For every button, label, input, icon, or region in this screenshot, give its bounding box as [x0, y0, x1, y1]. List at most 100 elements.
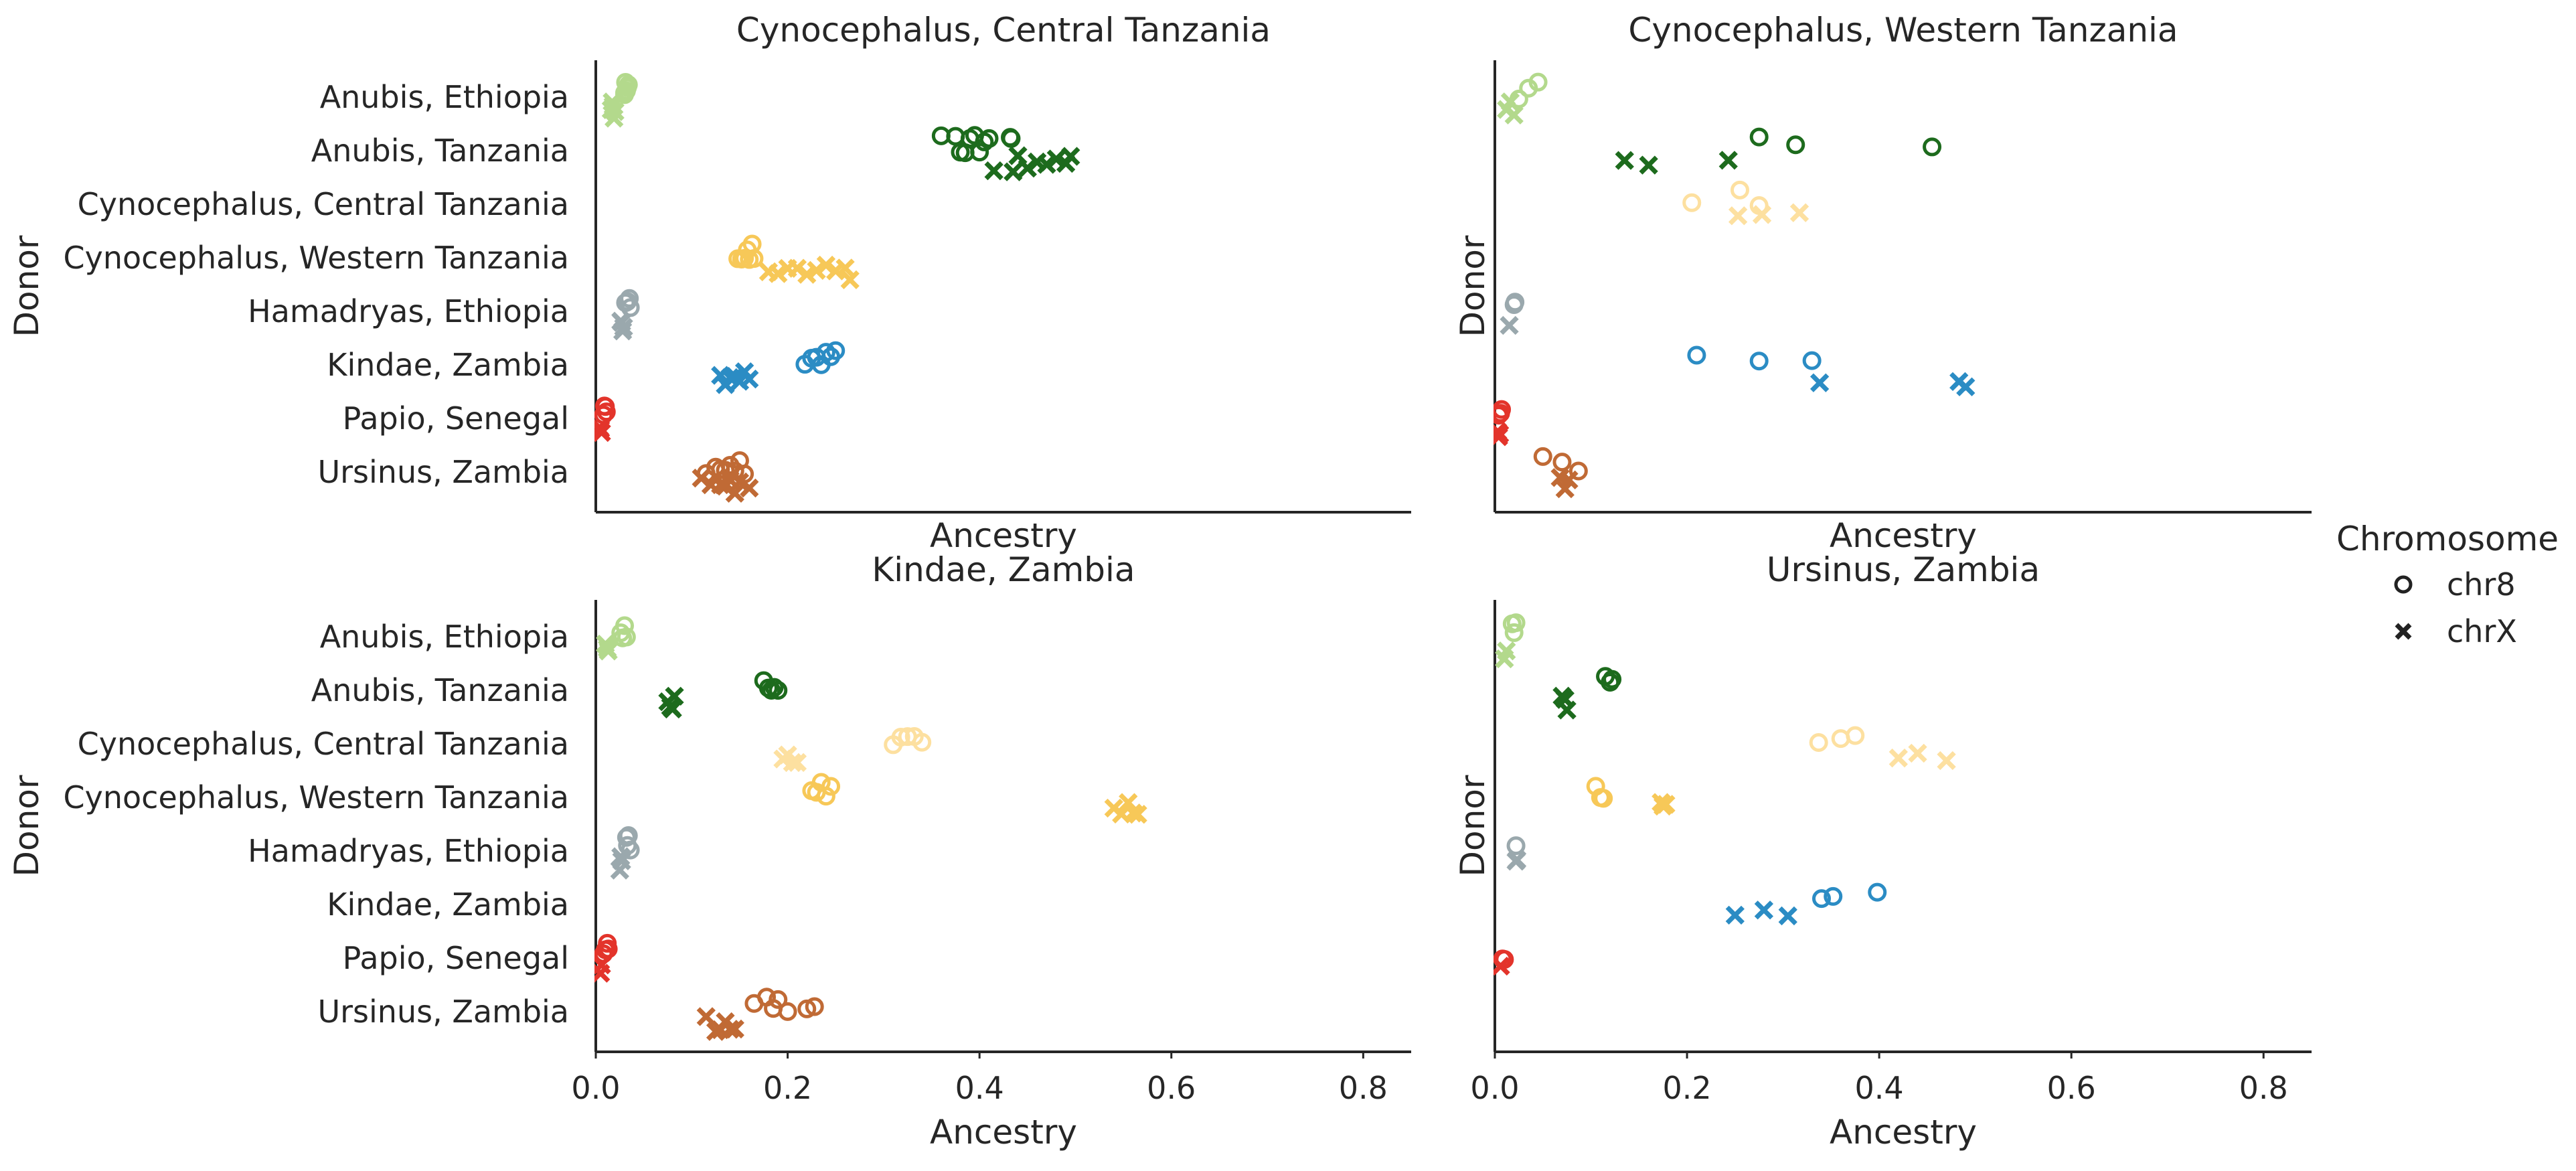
point-ursinus-zambia-chr8	[805, 997, 824, 1016]
point-cynocephalus-central-tanzania-chrx	[787, 753, 807, 772]
y-tick-label-ursinus-zambia: Ursinus, Zambia	[317, 454, 569, 490]
panel-ursinus-zambia: Ursinus, Zambia Donor 0.0 0.2 0.4 0.6 0.8 Ances…	[1453, 550, 2312, 1152]
point-papio-senegal-chrx	[1494, 956, 1510, 976]
point-cynocephalus-western-tanzania-chr8	[1594, 789, 1613, 808]
x-tick-label: 0.2	[763, 1070, 812, 1106]
y-tick-label-anubis-ethiopia: Anubis, Ethiopia	[320, 79, 569, 115]
y-tick-label-ursinus-zambia: Ursinus, Zambia	[317, 994, 569, 1030]
points-layer	[594, 616, 1147, 1041]
x-tick-label: 0.0	[571, 1070, 620, 1106]
legend-title: Chromosome	[2336, 520, 2559, 558]
point-anubis-tanzania-chrx	[1018, 159, 1037, 178]
point-anubis-tanzania-chr8	[1001, 128, 1020, 147]
x-tick-label: 0.8	[2239, 1070, 2288, 1106]
point-ursinus-zambia-chrx	[730, 472, 750, 491]
point-ursinus-zambia-chrx	[740, 478, 759, 498]
point-hamadryas-ethiopia-chr8	[621, 840, 640, 860]
point-cynocephalus-central-tanzania-chrx	[1789, 203, 1809, 222]
point-anubis-tanzania-chr8	[1786, 135, 1805, 155]
point-kindae-zambia-chrx	[1725, 905, 1745, 925]
x-tick-label: 0.4	[955, 1070, 1004, 1106]
point-kindae-zambia-chrx	[1778, 906, 1797, 926]
y-tick-label-anubis-ethiopia: Anubis, Ethiopia	[320, 619, 569, 655]
panel-title: Cynocephalus, Central Tanzania	[736, 11, 1271, 50]
point-kindae-zambia-chr8	[1687, 345, 1706, 365]
point-anubis-tanzania-chrx	[1061, 147, 1080, 166]
x-tick-label: 0.6	[1147, 1070, 1196, 1106]
y-axis-title: Donor	[1453, 775, 1492, 876]
point-hamadryas-ethiopia-chrx	[614, 317, 633, 337]
point-anubis-ethiopia-chr8	[1506, 613, 1526, 633]
point-anubis-tanzania-chrx	[984, 161, 1003, 181]
point-kindae-zambia-chr8	[1749, 352, 1769, 371]
point-anubis-tanzania-chr8	[762, 681, 781, 700]
panel-cynocephalus-western-tanzania: Cynocephalus, Western Tanzania Donor Ances…	[1453, 11, 2312, 555]
point-anubis-tanzania-chr8	[1603, 670, 1622, 689]
point-kindae-zambia-chr8	[1812, 889, 1831, 909]
point-ursinus-zambia-chr8	[778, 1002, 797, 1021]
panel-kindae-zambia: Kindae, Zambia Anubis, Ethiopia Anubis, Ta…	[7, 550, 1411, 1152]
point-cynocephalus-western-tanzania-chr8	[821, 777, 841, 796]
y-tick-label-kindae-zambia: Kindae, Zambia	[327, 347, 569, 383]
point-ursinus-zambia-chrx	[725, 483, 744, 503]
point-cynocephalus-central-tanzania-chrx	[1908, 743, 1927, 763]
point-cynocephalus-western-tanzania-chr8	[816, 787, 835, 806]
y-tick-label-hamadryas-ethiopia: Hamadryas, Ethiopia	[248, 833, 569, 869]
point-anubis-ethiopia-chr8	[615, 83, 634, 102]
x-tick-label: 0.8	[1339, 1070, 1388, 1106]
point-papio-senegal-chrx	[594, 955, 611, 975]
panel-title: Kindae, Zambia	[872, 550, 1135, 589]
point-papio-senegal-chrx	[594, 422, 611, 443]
panel-title: Cynocephalus, Western Tanzania	[1628, 11, 2178, 50]
point-anubis-tanzania-chrx	[1003, 162, 1023, 181]
point-ursinus-zambia-chrx	[696, 1007, 716, 1026]
y-axis-title: Donor	[7, 775, 46, 876]
point-cynocephalus-central-tanzania-chrx	[783, 753, 802, 773]
point-kindae-zambia-chr8	[816, 343, 835, 362]
point-hamadryas-ethiopia-chrx	[1500, 315, 1519, 335]
point-papio-senegal-chrx	[1494, 424, 1510, 444]
y-tick-label-papio-senegal: Papio, Senegal	[343, 400, 569, 437]
point-ursinus-zambia-chrx	[725, 1019, 744, 1039]
legend-label-chr8: chr8	[2447, 566, 2516, 603]
point-anubis-ethiopia-chrx	[1504, 105, 1524, 125]
points-layer	[594, 72, 1080, 503]
x-axis-title: Ancestry	[1830, 516, 1977, 555]
point-cynocephalus-central-tanzania-chr8	[1809, 732, 1828, 752]
legend: Chromosome chr8 chrX	[2336, 520, 2559, 649]
point-anubis-tanzania-chr8	[769, 681, 788, 700]
point-cynocephalus-central-tanzania-chrx	[1937, 751, 1956, 771]
point-anubis-ethiopia-chrx	[1500, 92, 1520, 112]
point-anubis-tanzania-chr8	[979, 129, 999, 148]
point-cynocephalus-western-tanzania-chrx	[840, 270, 860, 289]
y-tick-label-papio-senegal: Papio, Senegal	[343, 940, 569, 976]
point-cynocephalus-central-tanzania-chr8	[1730, 180, 1749, 200]
point-kindae-zambia-chr8	[1802, 351, 1822, 370]
point-hamadryas-ethiopia-chrx	[1507, 850, 1527, 870]
point-ursinus-zambia-chr8	[797, 999, 817, 1018]
point-anubis-ethiopia-chr8	[1528, 72, 1548, 92]
y-tick-label-anubis-tanzania: Anubis, Tanzania	[311, 672, 569, 708]
point-cynocephalus-western-tanzania-chrx	[769, 264, 788, 283]
point-cynocephalus-central-tanzania-chrx	[1888, 749, 1908, 768]
point-hamadryas-ethiopia-chr8	[1506, 293, 1525, 312]
point-cynocephalus-western-tanzania-chrx	[1656, 795, 1676, 814]
point-anubis-tanzania-chr8	[1923, 137, 1942, 157]
x-tick-label: 0.4	[1855, 1070, 1904, 1106]
point-hamadryas-ethiopia-chr8	[1506, 836, 1526, 856]
point-cynocephalus-central-tanzania-chrx	[1728, 206, 1748, 226]
legend-marker-circle-icon	[2394, 575, 2413, 594]
point-kindae-zambia-chr8	[1868, 882, 1887, 902]
point-kindae-zambia-chrx	[1754, 901, 1774, 920]
y-tick-label-cynocephalus-western-tanzania: Cynocephalus, Western Tanzania	[64, 240, 569, 276]
point-kindae-zambia-chrx	[740, 370, 759, 389]
y-tick-label-cynocephalus-central-tanzania: Cynocephalus, Central Tanzania	[78, 186, 569, 222]
panel-title: Ursinus, Zambia	[1767, 550, 2040, 589]
point-ursinus-zambia-chr8	[1552, 453, 1572, 472]
y-tick-label-cynocephalus-central-tanzania: Cynocephalus, Central Tanzania	[78, 726, 569, 762]
point-cynocephalus-central-tanzania-chr8	[891, 727, 910, 747]
x-tick-label: 0.6	[2047, 1070, 2096, 1106]
point-hamadryas-ethiopia-chrx	[612, 851, 631, 870]
point-papio-senegal-chr8	[1494, 400, 1512, 419]
point-cynocephalus-central-tanzania-chr8	[912, 732, 932, 752]
